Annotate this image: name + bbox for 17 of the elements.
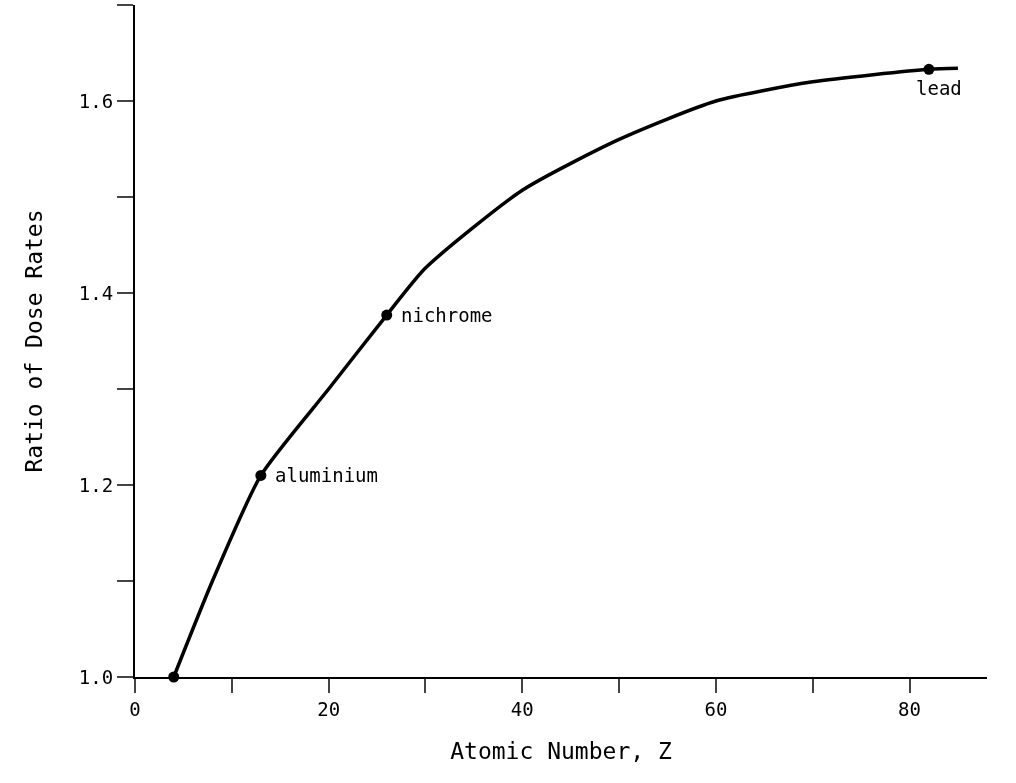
x-tick-label: 40 [510,697,534,720]
point [255,469,267,481]
point [381,309,393,321]
x-tick-label: 60 [704,697,728,720]
y-tick-label: 1.4 [78,281,114,304]
annotation: nichrome [401,304,493,326]
annotation: lead [916,77,962,99]
x-tick-label: 0 [129,697,141,720]
y-tick-label: 1.6 [78,89,114,112]
x-axis-title: Atomic Number, Z [450,737,672,764]
point [923,63,935,75]
x-tick-label: 20 [317,697,341,720]
annotation: aluminium [275,464,378,486]
y-tick-label: 1.0 [78,665,114,688]
y-tick-label: 1.2 [78,473,114,496]
x-tick-label: 80 [898,697,921,720]
y-axis-title: Ratio of Dose Rates [20,209,47,473]
